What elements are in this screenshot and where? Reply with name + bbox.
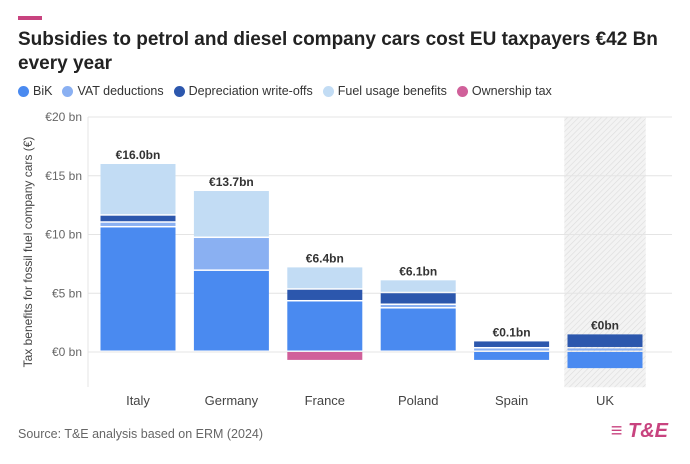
legend-label: BiK [33, 84, 53, 98]
bar-segment-ownership-tax [287, 352, 363, 360]
x-tick-label: France [305, 393, 345, 408]
total-label: €16.0bn [116, 148, 161, 162]
bar-segment-fuel-usage-benefits [193, 191, 269, 237]
legend-label: Depreciation write-offs [188, 84, 313, 98]
y-tick-label: €0 bn [52, 345, 82, 359]
legend-item: Ownership tax [456, 84, 552, 98]
legend: BiK VAT deductions Depreciation write-offs… [18, 84, 552, 98]
bar-segment-fuel-usage-benefits [100, 164, 176, 215]
y-tick-label: €20 bn [45, 110, 82, 124]
legend-item: VAT deductions [62, 84, 164, 98]
y-tick-label: €5 bn [52, 286, 82, 300]
bar-segment-fuel-usage-benefits [287, 267, 363, 289]
bar-segment-depreciation-write-offs [474, 341, 550, 347]
total-label: €0bn [591, 318, 619, 332]
bar-segment-depreciation-write-offs [287, 289, 363, 300]
bar-segment-vat-deductions [567, 348, 643, 351]
te-logo: ≡ T&E [610, 420, 668, 442]
legend-item: Depreciation write-offs [173, 84, 313, 98]
y-tick-label: €15 bn [45, 169, 82, 183]
y-axis-label: Tax benefits for fossil fuel company car… [21, 137, 35, 368]
total-label: €6.4bn [306, 251, 344, 265]
total-label: €6.1bn [399, 264, 437, 278]
legend-swatch [18, 85, 29, 97]
y-tick-label: €10 bn [45, 228, 82, 242]
legend-swatch [62, 85, 74, 97]
bar-segment-depreciation-write-offs [380, 293, 456, 304]
legend-label: Fuel usage benefits [337, 84, 447, 98]
legend-item: Fuel usage benefits [322, 84, 447, 98]
bar-segment-vat-deductions [100, 222, 176, 226]
total-label: €13.7bn [209, 175, 254, 189]
legend-item: BiK [18, 84, 52, 98]
bar-segment-depreciation-write-offs [567, 334, 643, 347]
x-tick-label: Italy [126, 393, 150, 408]
bar-segment-vat-deductions [193, 238, 269, 270]
bar-segment-bik [100, 227, 176, 351]
x-tick-label: Germany [205, 393, 259, 408]
bar-segment-bik [193, 270, 269, 351]
bar-segment-fuel-usage-benefits [380, 280, 456, 292]
source-note: Source: T&E analysis based on ERM (2024) [18, 427, 264, 441]
legend-label: Ownership tax [471, 84, 552, 98]
legend-swatch [456, 85, 468, 97]
bar-segment-vat-deductions [474, 348, 550, 351]
chart-title: Subsidies to petrol and diesel company c… [18, 29, 658, 74]
title-accent-bar [18, 16, 42, 20]
bar-segment-bik [474, 352, 550, 360]
total-label: €0.1bn [493, 325, 531, 339]
bar-segment-bik [567, 352, 643, 369]
bar-segment-vat-deductions [380, 305, 456, 308]
x-tick-label: Poland [398, 393, 438, 408]
legend-swatch [173, 85, 185, 97]
bar-segment-depreciation-write-offs [100, 215, 176, 222]
x-tick-label: Spain [495, 393, 528, 408]
x-tick-label: UK [596, 393, 614, 408]
legend-label: VAT deductions [77, 84, 164, 98]
bar-segment-bik [380, 308, 456, 351]
bar-segment-bik [287, 301, 363, 351]
legend-swatch [322, 85, 334, 97]
